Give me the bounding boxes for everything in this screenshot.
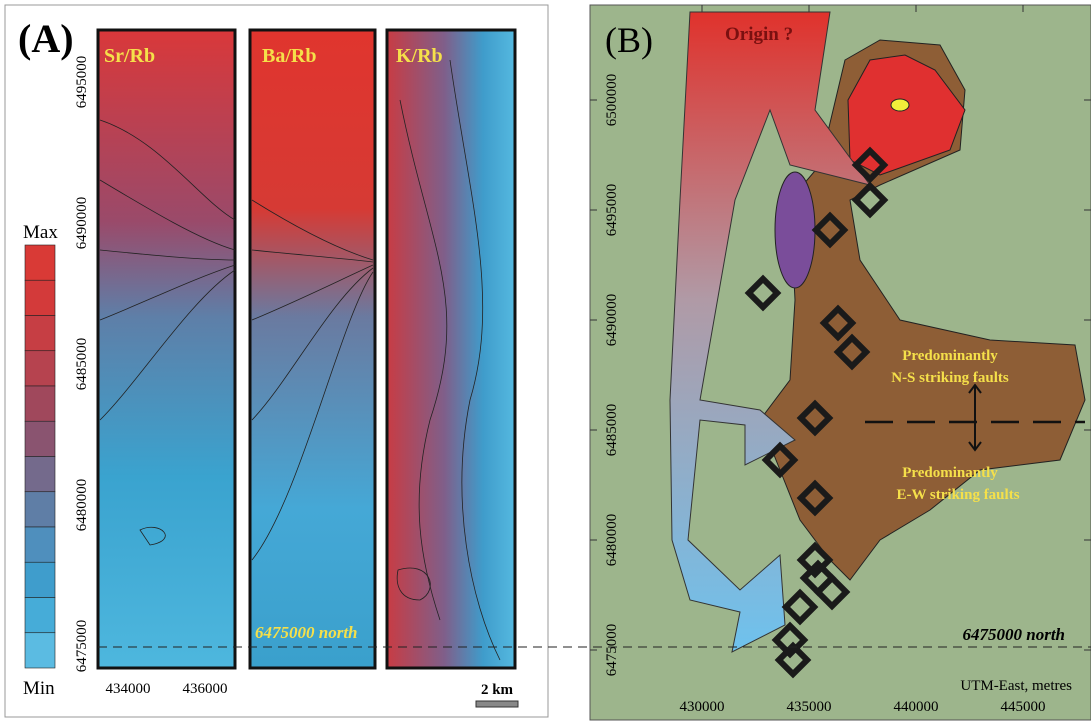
flow-arrow	[669, 11, 872, 653]
zone-label: Predominantly	[902, 465, 998, 481]
sample-site	[761, 441, 799, 479]
y-tick-label: 6490000	[604, 294, 620, 347]
sample-site	[774, 641, 812, 679]
sample-site	[796, 399, 834, 437]
x-tick-label: 430000	[680, 699, 725, 715]
x-tick-label: 440000	[894, 699, 939, 715]
y-tick-label: 6500000	[604, 74, 620, 127]
colorbar-band	[24, 597, 56, 634]
core-center	[890, 98, 910, 112]
colorbar-band	[24, 385, 56, 422]
colorbar-band	[24, 456, 56, 493]
x-tick-label: 445000	[1001, 699, 1046, 715]
y-tick-label: 6495000	[74, 56, 90, 109]
sample-site	[833, 333, 871, 371]
colorbar-band	[24, 632, 56, 669]
x-tick-label: 436000	[183, 681, 228, 697]
strip-label: K/Rb	[396, 45, 443, 67]
y-tick-label: 6475000	[604, 624, 620, 677]
y-tick-label: 6485000	[604, 404, 620, 457]
reference-label: 6475000 north	[255, 623, 358, 642]
reference-label: 6475000 north	[963, 625, 1066, 644]
y-tick-label: 6490000	[74, 197, 90, 250]
scale-bar	[475, 700, 519, 708]
strip-label: Sr/Rb	[104, 45, 155, 67]
x-axis: 434000 436000	[106, 681, 228, 697]
sample-site	[811, 211, 849, 249]
colorbar-band	[24, 244, 56, 281]
y-tick-label: 6485000	[74, 338, 90, 391]
y-axis: 6495000 6490000 6485000 6480000 6475000	[74, 56, 90, 673]
ratio-map	[385, 28, 517, 670]
colorbar-band	[24, 526, 56, 563]
panel-label: (A)	[18, 16, 74, 61]
origin-label: Origin ?	[725, 24, 793, 45]
y-axis: 6500000 6495000 6490000 6485000 6480000 64750…	[590, 74, 1091, 677]
strip-label: Ba/Rb	[262, 45, 316, 67]
x-tick-label: 435000	[787, 699, 832, 715]
ratio-map	[96, 28, 237, 670]
contours	[99, 59, 501, 661]
colorbar-band	[24, 350, 56, 387]
colorbar-band	[24, 420, 56, 457]
x-axis-label: UTM-East, metres	[960, 678, 1072, 694]
sample-site	[796, 479, 834, 517]
scale-bar-label: 2 km	[481, 682, 514, 698]
legend-min: Min	[23, 678, 55, 699]
zone-label: N-S striking faults	[891, 370, 1009, 386]
sample-site	[851, 181, 889, 219]
x-axis: 430000 435000 440000 445000	[680, 5, 1046, 715]
double-arrow	[968, 383, 982, 452]
colorbar-band	[24, 279, 56, 316]
colorbar	[24, 244, 56, 669]
sample-site	[851, 146, 889, 184]
body	[774, 171, 816, 289]
samples	[744, 146, 889, 679]
colorbar-band	[24, 315, 56, 352]
zone-label: Predominantly	[902, 348, 998, 364]
zone-label: E-W striking faults	[896, 487, 1019, 503]
y-tick-label: 6480000	[74, 479, 90, 532]
ratio-map	[248, 28, 377, 670]
panel-label: (B)	[605, 20, 653, 60]
legend-max: Max	[23, 222, 58, 243]
colorbar-band	[24, 561, 56, 598]
colorbar-band	[24, 491, 56, 528]
sample-site	[744, 274, 782, 312]
sample-site	[813, 573, 851, 611]
sample-site	[819, 304, 857, 342]
y-tick-label: 6480000	[604, 514, 620, 567]
sample-site	[781, 588, 819, 626]
y-tick-label: 6495000	[604, 184, 620, 237]
y-tick-label: 6475000	[74, 620, 90, 673]
x-tick-label: 434000	[106, 681, 151, 697]
